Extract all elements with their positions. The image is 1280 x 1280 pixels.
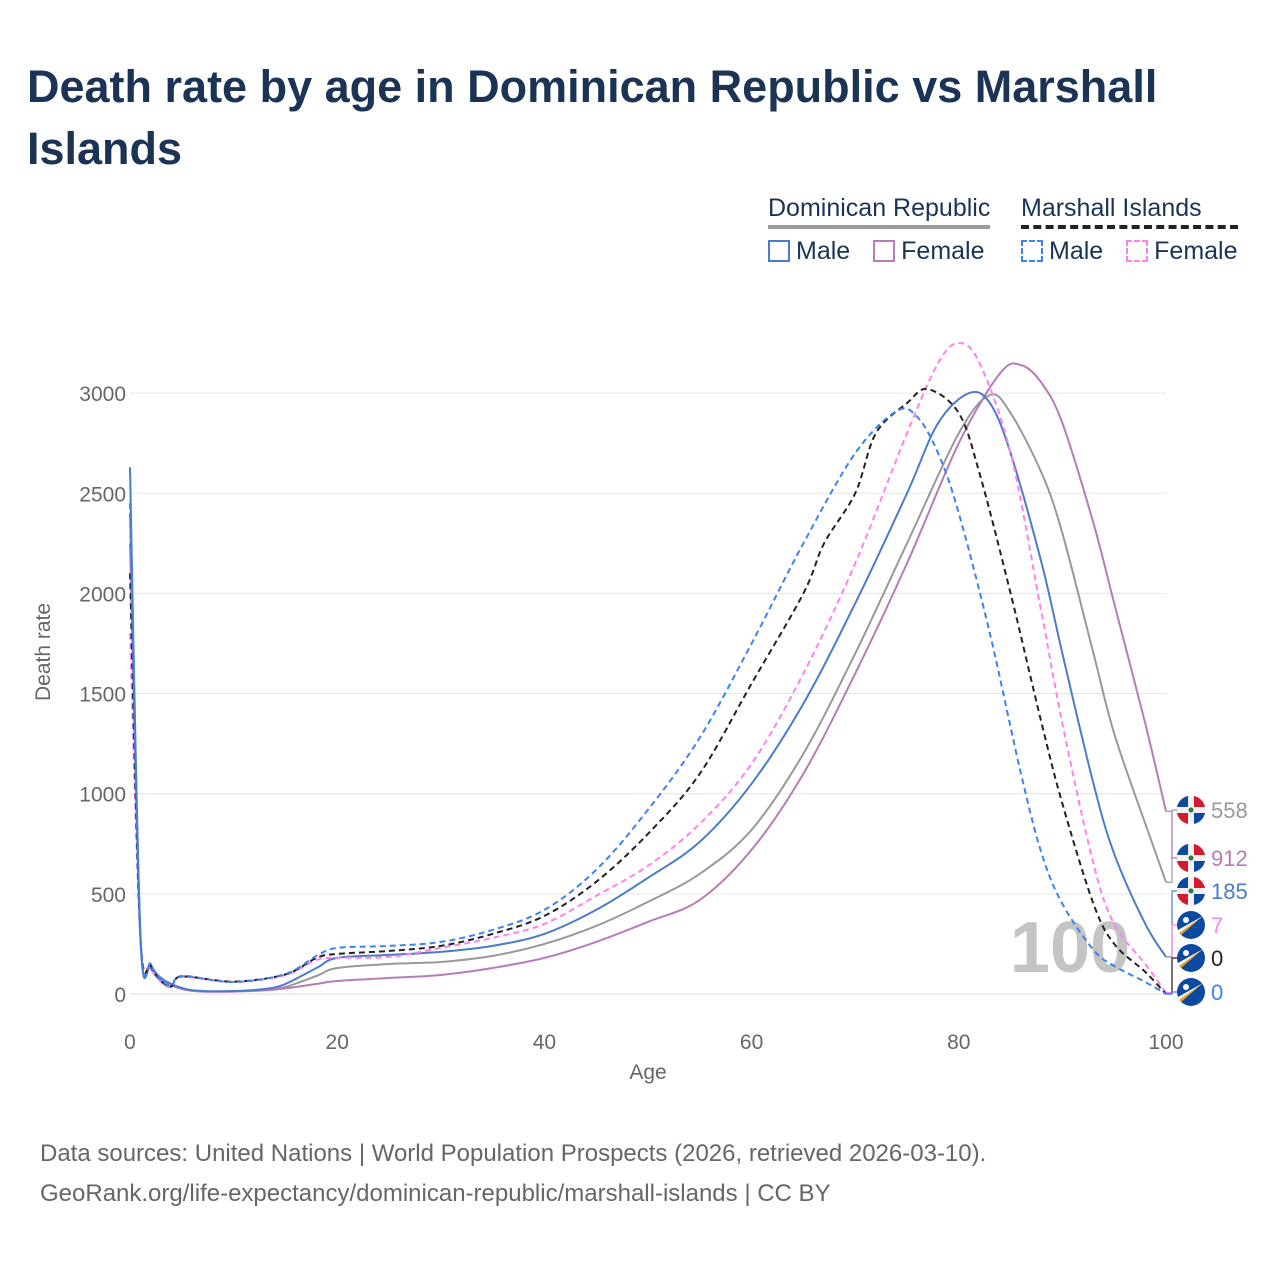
legend-item-mi-male[interactable]: Male [1021,237,1103,265]
flag-part [1179,983,1203,1002]
flag-part [1183,950,1189,956]
x-tick-label: 80 [947,1031,970,1054]
end-value-label: 7 [1211,913,1223,938]
x-tick-label: 60 [740,1031,763,1054]
end-value-label: 0 [1211,980,1223,1005]
flag-part [1178,949,1203,966]
source-line-1: Data sources: United Nations | World Pop… [40,1140,987,1167]
flag-part [1194,844,1205,855]
source-line-2: GeoRank.org/life-expectancy/dominican-re… [40,1180,831,1207]
flag-part [1194,813,1205,824]
x-tick-label: 0 [124,1031,136,1054]
series-line-marshall-islands-female [129,341,1167,994]
end-value-label: 0 [1211,946,1223,971]
series-line-dominican-republic-male [129,390,1167,993]
flag-part [1188,807,1194,813]
series-line-dominican-republic-total- [129,393,1167,993]
x-axis-label: Age [629,1061,666,1084]
flag-part [1177,844,1188,855]
x-tick-label: 20 [326,1031,349,1054]
label-connector [1166,957,1178,995]
legend-group-dr: Dominican Republic Male Female [768,194,991,266]
flag-part [1183,917,1189,923]
flag-part [1194,861,1205,872]
flag-part [1178,916,1203,933]
legend-group-title: Dominican Republic [768,194,991,229]
y-tick-label: 0 [114,984,126,1007]
x-tick-label: 100 [1148,1031,1183,1054]
flag-part [1177,813,1188,824]
series-line-marshall-islands-male [129,407,1167,995]
flag-part [1177,861,1188,872]
end-value-label: 185 [1211,879,1248,904]
flag-part [1194,894,1205,905]
end-value-label: 558 [1211,798,1248,823]
label-connector [1166,810,1178,859]
y-tick-label: 2500 [79,483,126,506]
flag-part [1178,983,1203,1000]
legend-group-mi: Marshall Islands Male Female [1021,194,1238,266]
flag-part [1179,916,1203,935]
series-line-dominican-republic-female [129,362,1167,993]
flag-part [1177,894,1188,905]
y-tick-label: 1500 [79,684,126,707]
year-watermark: 100 [1010,908,1130,988]
flag-part [1177,877,1188,888]
flag-part [1194,877,1205,888]
flag-part [1188,888,1194,894]
legend-item-dr-male[interactable]: Male [768,237,850,265]
flag-part [1179,949,1203,968]
flag-part [1183,984,1189,990]
series-line-marshall-islands-total- [129,387,1167,995]
legend-item-dr-female[interactable]: Female [873,237,985,265]
end-value-label: 912 [1211,846,1248,871]
flag-part [1177,796,1188,807]
flag-part [1188,855,1194,861]
y-tick-label: 500 [91,884,126,907]
chart-title: Death rate by age in Dominican Republic … [27,61,1158,174]
legend-group-title: Marshall Islands [1021,194,1238,229]
legend-item-mi-female[interactable]: Female [1126,237,1238,265]
y-axis-label: Death rate [32,603,55,701]
label-connector [1166,890,1178,958]
y-tick-label: 1000 [79,784,126,807]
label-connector [1166,991,1178,995]
y-tick-label: 2000 [79,583,126,606]
x-tick-label: 40 [533,1031,556,1054]
y-tick-label: 3000 [79,383,126,406]
flag-part [1194,796,1205,807]
